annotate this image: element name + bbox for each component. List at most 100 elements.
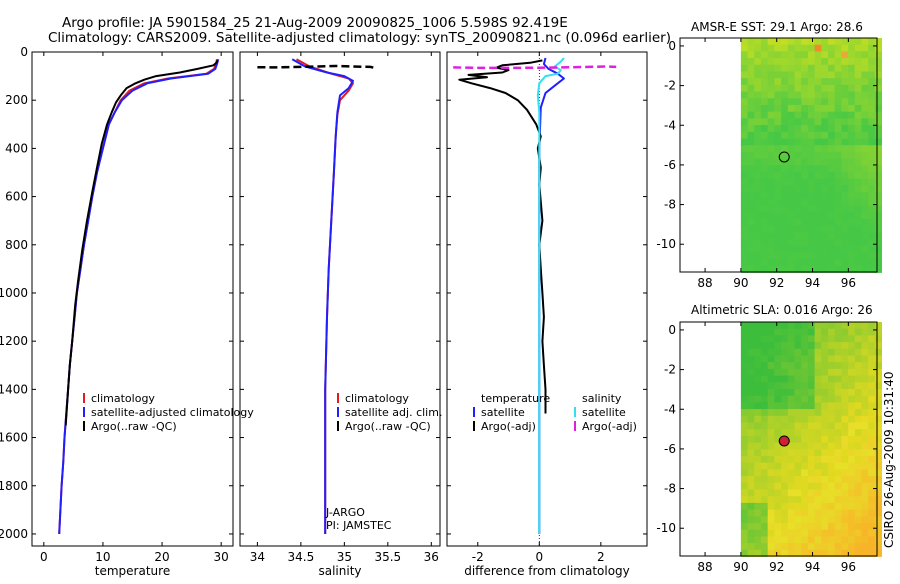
- field-cell: [827, 178, 836, 186]
- field-cell: [740, 435, 748, 443]
- field-cell: [827, 78, 836, 86]
- field-cell: [868, 496, 876, 504]
- field-cell: [848, 198, 856, 206]
- field-cell: [747, 496, 755, 504]
- field-cell: [848, 362, 856, 370]
- field-cell: [740, 368, 748, 376]
- field-cell: [740, 429, 748, 437]
- field-cell: [767, 409, 775, 417]
- field-cell: [754, 218, 762, 226]
- field-cell: [854, 38, 862, 46]
- field-cell: [868, 516, 876, 524]
- field-cell: [787, 375, 795, 383]
- field-cell: [747, 145, 755, 153]
- field-cell: [787, 523, 795, 531]
- field-cell: [754, 151, 762, 159]
- field-cell: [854, 342, 862, 350]
- field-cell: [821, 239, 829, 247]
- field-cell: [834, 523, 842, 531]
- field-cell: [754, 322, 762, 330]
- series-salinity-argo-adj: [453, 65, 617, 70]
- field-cell: [814, 536, 822, 544]
- field-cell: [868, 178, 876, 186]
- field-cell: [821, 91, 829, 99]
- field-cell: [854, 389, 862, 397]
- field-cell: [754, 58, 762, 66]
- field-cell: [834, 225, 842, 233]
- field-cell: [854, 462, 862, 470]
- field-cell: [774, 111, 782, 119]
- field-cell: [854, 259, 862, 267]
- field-cell: [781, 44, 789, 52]
- field-cell: [848, 342, 856, 350]
- field-cell: [814, 178, 822, 186]
- field-cell: [794, 105, 802, 113]
- field-cell: [834, 442, 842, 450]
- field-cell: [854, 185, 862, 193]
- field-cell: [868, 368, 876, 376]
- field-cell: [868, 151, 876, 159]
- field-cell: [760, 523, 769, 531]
- field-cell: [821, 328, 829, 336]
- field-cell: [807, 529, 815, 537]
- field-cell: [827, 476, 836, 484]
- field-cell: [861, 389, 869, 397]
- field-cell: [874, 462, 882, 470]
- field-cell: [760, 322, 769, 330]
- field-cell: [807, 456, 815, 464]
- field-cell: [807, 145, 815, 153]
- field-cell: [794, 549, 802, 557]
- x-tick-label: 35: [337, 550, 352, 564]
- field-cell: [854, 51, 862, 59]
- field-cell: [801, 536, 809, 544]
- legend-label-argo: Argo(..raw -QC): [345, 420, 431, 433]
- field-cell: [740, 165, 748, 173]
- field-cell: [821, 462, 829, 470]
- field-cell: [854, 429, 862, 437]
- field-cell: [740, 232, 748, 240]
- field-cell: [754, 462, 762, 470]
- field-cell: [834, 218, 842, 226]
- field-cell: [874, 178, 882, 186]
- field-cell: [754, 158, 762, 166]
- field-cell: [827, 138, 836, 146]
- field-cell: [774, 151, 782, 159]
- field-cell: [854, 362, 862, 370]
- field-cell: [801, 98, 809, 106]
- field-cell: [767, 245, 775, 253]
- field-cell: [801, 198, 809, 206]
- field-cell: [740, 335, 748, 343]
- field-cell: [781, 342, 789, 350]
- field-cell: [801, 389, 809, 397]
- field-cell: [861, 259, 869, 267]
- field-cell: [807, 429, 815, 437]
- field-cell: [781, 549, 789, 557]
- field-cell: [807, 348, 815, 356]
- field-cell: [747, 482, 755, 490]
- field-cell: [874, 375, 882, 383]
- field-cell: [794, 335, 802, 343]
- header-line-1: Argo profile: JA 5901584_25 21-Aug-2009 …: [62, 15, 568, 31]
- field-cell: [794, 509, 802, 517]
- field-cell: [868, 435, 876, 443]
- field-cell: [861, 145, 869, 153]
- field-cell: [774, 395, 782, 403]
- field-cell: [874, 225, 882, 233]
- field-cell: [794, 429, 802, 437]
- field-cell: [827, 382, 836, 390]
- field-cell: [787, 328, 795, 336]
- field-cell: [861, 38, 869, 46]
- field-cell: [848, 335, 856, 343]
- field-cell: [794, 362, 802, 370]
- field-cell: [827, 543, 836, 551]
- field-cell: [814, 402, 822, 410]
- x-tick-label: 90: [733, 276, 748, 290]
- field-cell: [781, 105, 789, 113]
- field-cell: [774, 78, 782, 86]
- x-tick-label: 34: [250, 550, 265, 564]
- field-cell: [854, 328, 862, 336]
- field-cell: [787, 158, 795, 166]
- field-cell: [754, 51, 762, 59]
- field-cell: [774, 265, 782, 273]
- y-tick-label: 200: [5, 93, 28, 107]
